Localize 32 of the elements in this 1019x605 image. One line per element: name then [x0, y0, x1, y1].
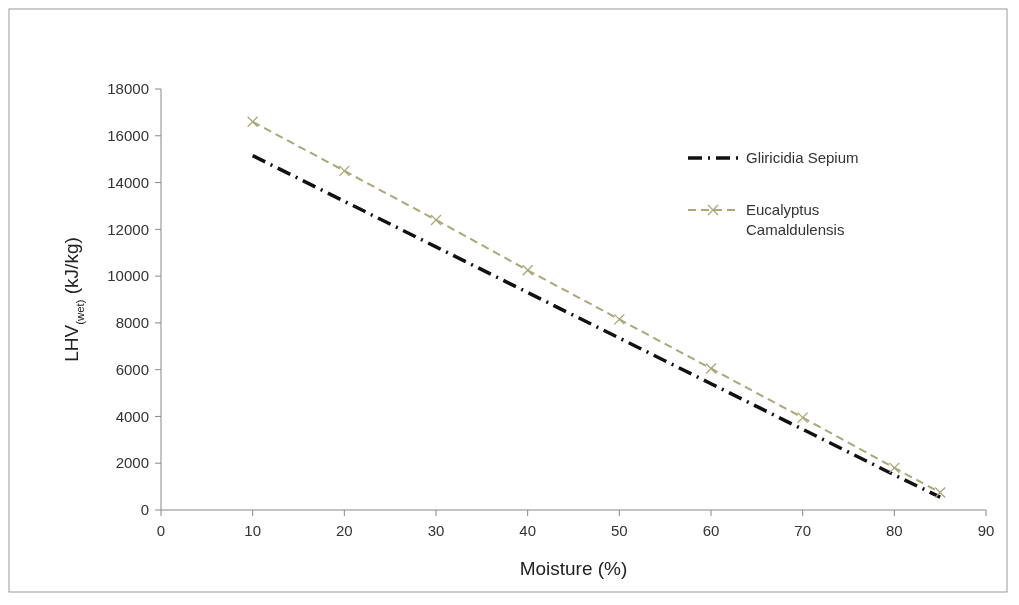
point [888, 462, 900, 474]
y-tick-label: 8000 [115, 314, 149, 332]
x-tick-label: 0 [156, 522, 166, 539]
x-tick-label: 40 [519, 522, 537, 539]
x-tick-label: 80 [885, 522, 903, 539]
point [705, 362, 717, 375]
y-tick-label: 6000 [115, 360, 149, 378]
point [613, 313, 625, 326]
x-tick-label: 10 [244, 522, 262, 539]
legend-label: Gliricidia Sepium [746, 149, 859, 167]
y-tick-label: 18000 [107, 80, 149, 98]
x-tick-label: 50 [610, 522, 628, 539]
y-tick-label: 14000 [107, 173, 149, 191]
y-tick-label: 2000 [115, 454, 149, 472]
x-tick-label: 90 [977, 522, 995, 539]
legend-label: Eucalyptus Camaldulensis [746, 201, 845, 238]
point [522, 264, 534, 276]
point [797, 411, 809, 424]
point [430, 214, 442, 226]
x-tick-label: 60 [702, 522, 720, 539]
y-tick-label: 12000 [107, 220, 149, 238]
y-tick-label: 16000 [107, 127, 149, 145]
y-tick-label: 4000 [115, 407, 149, 425]
point [338, 165, 350, 177]
x-tick-label: 20 [335, 522, 353, 539]
y-tick-label: 10000 [107, 267, 149, 285]
x-tick-label: 70 [794, 522, 812, 539]
y-tick-label: 0 [140, 501, 149, 519]
point [247, 116, 259, 128]
point [934, 486, 946, 499]
x-tick-label: 30 [427, 522, 445, 539]
x-axis-title: Moisture (%) [519, 558, 628, 579]
